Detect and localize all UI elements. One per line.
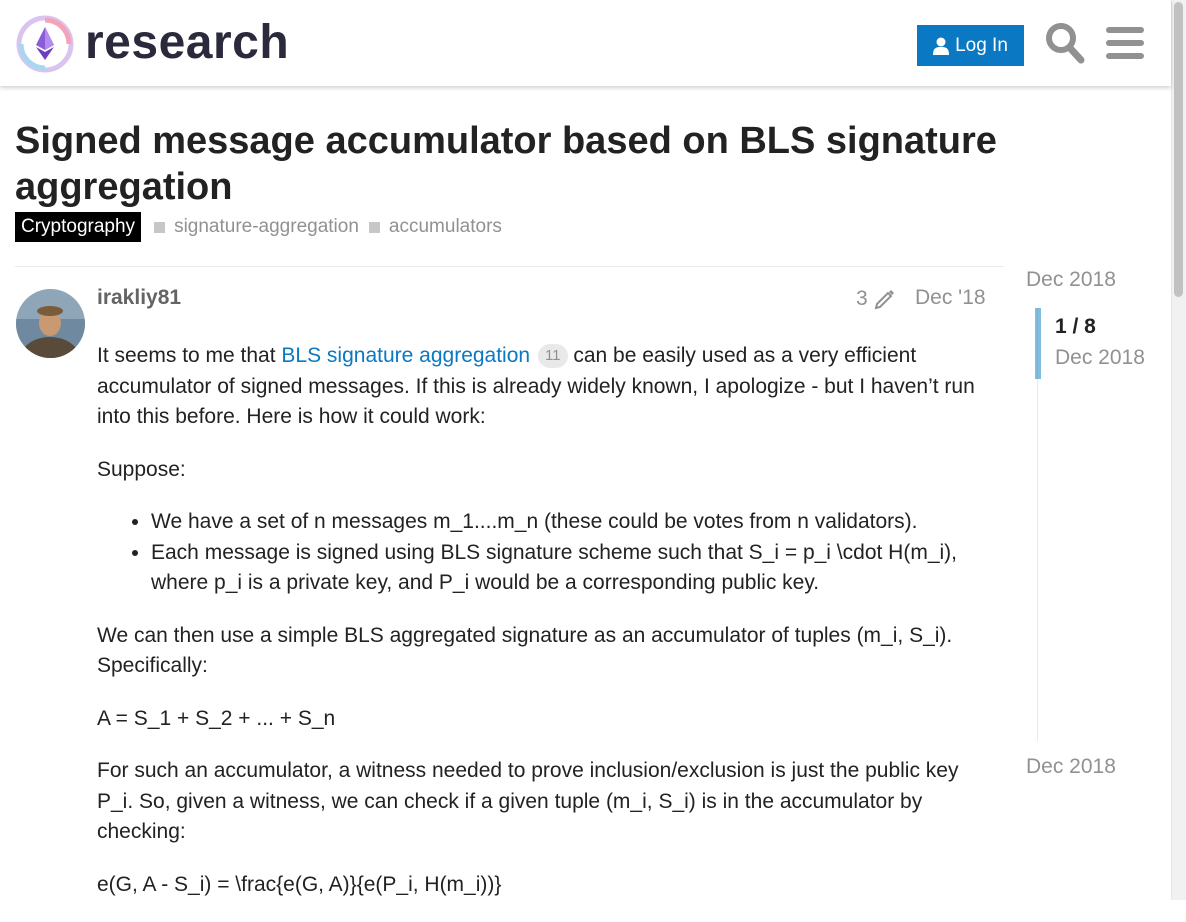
topic-title[interactable]: Signed message accumulator based on BLS … xyxy=(15,120,997,208)
pencil-icon xyxy=(874,290,894,310)
tag-label: accumulators xyxy=(388,216,502,237)
timeline-end-date[interactable]: Dec 2018 xyxy=(1026,755,1116,778)
login-button-label: Log In xyxy=(955,34,1008,56)
post-username[interactable]: irakliy81 xyxy=(97,286,182,309)
timeline-current-date: Dec 2018 xyxy=(1055,346,1145,369)
tag-signature-aggregation[interactable]: signature-aggregation xyxy=(154,216,359,238)
tag-label: signature-aggregation xyxy=(174,216,359,237)
category-badge[interactable]: Cryptography xyxy=(15,212,142,242)
post-paragraph: e(G, A - S_i) = \frac{e(G, A)}{e(P_i, H(… xyxy=(97,872,502,896)
post-date[interactable]: Dec '18 xyxy=(915,286,986,309)
link-click-count: 11 xyxy=(537,344,568,368)
post-paragraph: It seems to me that BLS signature aggreg… xyxy=(97,344,975,428)
timeline-position: 1 / 8 xyxy=(1055,315,1096,338)
post-paragraph: For such an accumulator, a witness neede… xyxy=(97,759,959,843)
page-scrollbar-thumb[interactable] xyxy=(1174,2,1183,297)
list-item: We have a set of n messages m_1....m_n (… xyxy=(151,507,992,538)
login-button[interactable]: Log In xyxy=(917,25,1024,66)
tag-square-icon xyxy=(154,221,166,233)
timeline-track[interactable] xyxy=(1037,308,1038,741)
post-body: It seems to me that BLS signature aggreg… xyxy=(97,341,992,922)
post-bullet-list: We have a set of n messages m_1....m_n (… xyxy=(97,507,992,599)
bls-aggregation-link[interactable]: BLS signature aggregation xyxy=(281,344,531,367)
post-paragraph: We can then use a simple BLS aggregated … xyxy=(97,623,953,678)
brand-name[interactable]: research xyxy=(85,16,290,69)
search-icon[interactable] xyxy=(1045,22,1085,64)
ethereum-logo-icon[interactable] xyxy=(16,15,74,73)
avatar-photo-icon xyxy=(16,289,85,358)
divider xyxy=(15,266,1004,267)
hamburger-menu-icon[interactable] xyxy=(1106,26,1144,60)
edit-history-button[interactable]: 3 xyxy=(856,287,896,311)
topic-tags: Cryptography signature-aggregation accum… xyxy=(15,212,512,242)
site-header: research Log In xyxy=(0,0,1171,86)
timeline-start-date[interactable]: Dec 2018 xyxy=(1026,268,1116,291)
avatar[interactable] xyxy=(16,289,85,358)
tag-square-icon xyxy=(368,221,380,233)
user-icon xyxy=(933,37,950,55)
timeline-handle[interactable] xyxy=(1035,308,1041,379)
post-paragraph: A = S_1 + S_2 + ... + S_n xyxy=(97,706,336,730)
edit-count: 3 xyxy=(856,287,868,310)
list-item: Each message is signed using BLS signatu… xyxy=(151,538,992,599)
post-paragraph: Suppose: xyxy=(97,457,186,481)
tag-accumulators[interactable]: accumulators xyxy=(368,216,502,238)
